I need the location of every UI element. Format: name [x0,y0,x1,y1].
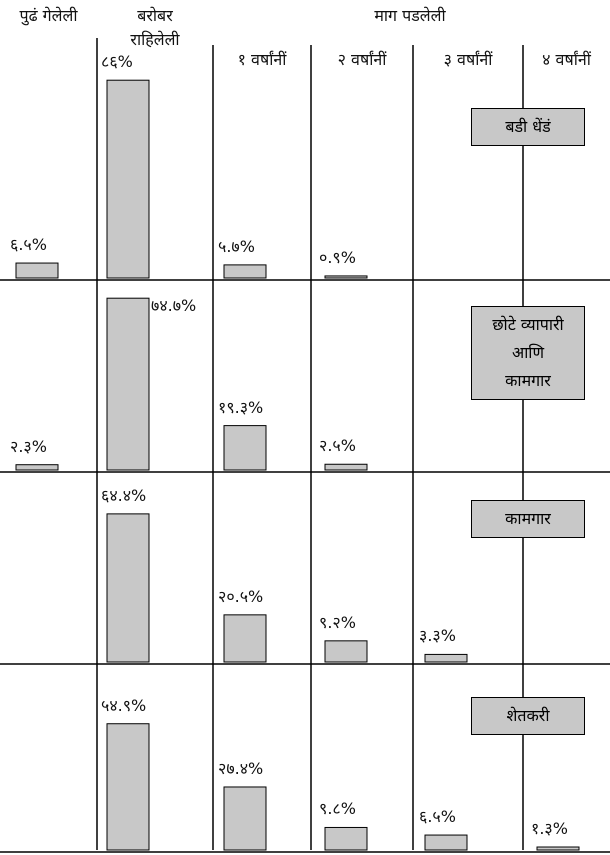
bar [106,723,150,851]
column-header: ४ वर्षांनीं [542,50,591,69]
bar [324,640,368,663]
value-label: ६.५% [419,807,456,827]
bar [324,463,368,471]
value-label: २.५% [319,436,356,456]
value-label: २.३% [10,436,47,456]
value-label: ६.५% [10,235,47,255]
bar [106,513,150,663]
row-label: शेतकरी [471,697,585,735]
bar [106,297,150,471]
bar [223,614,267,663]
bar [15,464,59,471]
row-label: छोटे व्यापारी आणि कामगार [471,306,585,400]
value-label: ९.२% [319,612,356,632]
value-label: २७.४% [218,758,264,778]
bar [106,79,150,279]
column-header: पुढं गेलेली [19,6,78,25]
bar [424,653,468,663]
value-label: २०.५% [218,586,264,606]
value-label: ५.७% [218,236,255,256]
value-label: १९.३% [218,397,264,417]
value-label: ७४.७% [151,296,197,316]
value-label: ६४.४% [101,485,147,505]
group-label: माग पडलेली [374,6,446,25]
column-header: ३ वर्षांनीं [443,50,493,69]
bar [223,786,267,851]
bar [324,275,368,279]
value-label: ०.९% [319,247,356,267]
value-label: १.३% [531,819,568,838]
column-header: १ वर्षांनीं [237,50,287,69]
column-header: बरोबर राहिलेली [130,6,180,49]
value-label: ५४.९% [101,695,147,715]
row-label: बडी धेंडं [471,108,585,146]
value-label: ९.८% [319,799,356,819]
row-label: कामगार [471,500,585,538]
bar [424,834,468,851]
bar [324,826,368,851]
value-label: ३.३% [419,626,456,646]
bar [15,262,59,279]
bar [223,264,267,279]
bar [223,425,267,471]
bar [536,846,580,851]
column-header: २ वर्षांनीं [337,50,387,69]
value-label: ८६% [101,52,133,72]
